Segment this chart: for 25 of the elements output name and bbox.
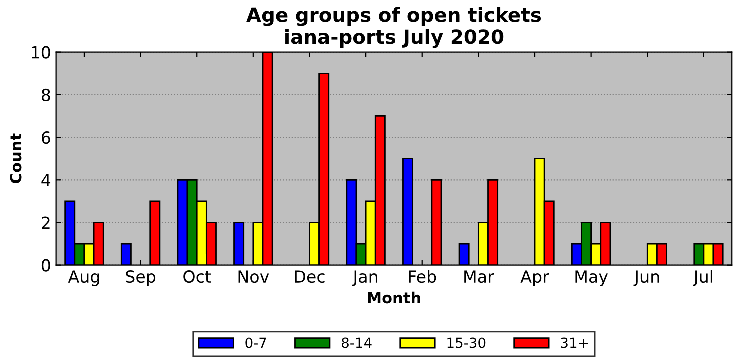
x-tick-label: Oct: [184, 270, 212, 284]
y-tick-label: 2: [42, 216, 50, 230]
x-tick-label: Sep: [126, 270, 156, 286]
legend-label: 31+: [561, 338, 588, 348]
y-tick-label: 8: [42, 88, 50, 102]
x-tick-label: Apr: [520, 270, 550, 286]
x-tick-label: Jul: [693, 270, 712, 286]
y-axis-title: Count: [10, 134, 22, 184]
y-tick-label: 6: [42, 132, 50, 144]
x-tick-label: Aug: [68, 270, 100, 286]
x-tick-label: May: [576, 270, 608, 286]
legend-label: 8-14: [342, 338, 372, 348]
x-tick-label: Dec: [295, 270, 325, 284]
y-tick-label: 10: [32, 46, 50, 59]
y-tick-label: 4: [42, 174, 51, 186]
x-tick-label: Jun: [634, 270, 660, 286]
x-tick-label: Jan: [352, 270, 378, 286]
legend-label: 15-30: [448, 338, 486, 348]
chart-title: Age groups of open tickets iana-ports July 2020: [246, 7, 542, 48]
x-tick-label: Nov: [238, 270, 270, 284]
legend-label: 0-7: [246, 338, 266, 348]
x-tick-label: Mar: [464, 270, 494, 284]
x-axis-title: Month: [368, 292, 420, 304]
y-tick-label: 0: [42, 259, 50, 272]
x-tick-label: Feb: [409, 270, 436, 284]
